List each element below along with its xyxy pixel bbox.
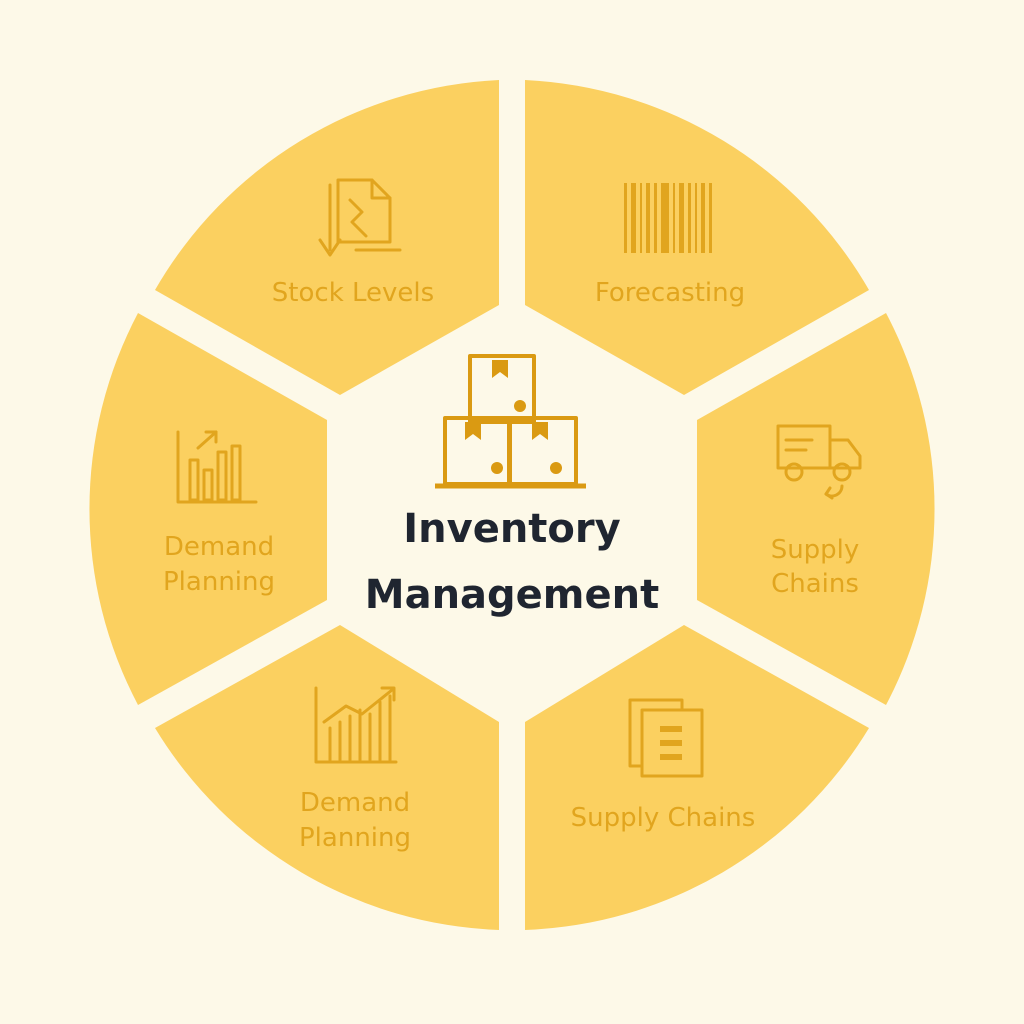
segment-right <box>697 313 935 705</box>
stacked-boxes-icon <box>435 354 586 489</box>
segment-label-supply-chains-bottom: Supply Chains <box>571 803 756 833</box>
center-title-line2: Management <box>365 572 659 618</box>
segment-label-demand-planning-left-1: Demand <box>164 532 274 562</box>
segment-top-left <box>155 80 499 395</box>
delivery-truck-icon <box>776 424 862 500</box>
barcode-icon <box>624 183 712 253</box>
bar-chart-trend-icon <box>314 686 398 764</box>
document-list-icon <box>628 698 704 778</box>
segment-label-supply-chains-right-2: Chains <box>771 569 859 599</box>
clipboard-arrow-down-icon <box>318 178 402 257</box>
segment-label-stock-levels: Stock Levels <box>272 278 434 308</box>
segment-left <box>89 313 327 705</box>
segment-label-demand-planning-bottom-2: Planning <box>299 823 411 853</box>
segment-label-demand-planning-bottom-1: Demand <box>300 788 410 818</box>
segment-label-demand-planning-left-2: Planning <box>163 567 275 597</box>
segment-label-forecasting: Forecasting <box>595 278 745 308</box>
bar-chart-growth-icon <box>176 430 258 504</box>
segment-label-supply-chains-right-1: Supply <box>771 535 860 565</box>
center-title-line1: Inventory <box>403 506 620 552</box>
segment-bottom-left <box>155 625 499 930</box>
